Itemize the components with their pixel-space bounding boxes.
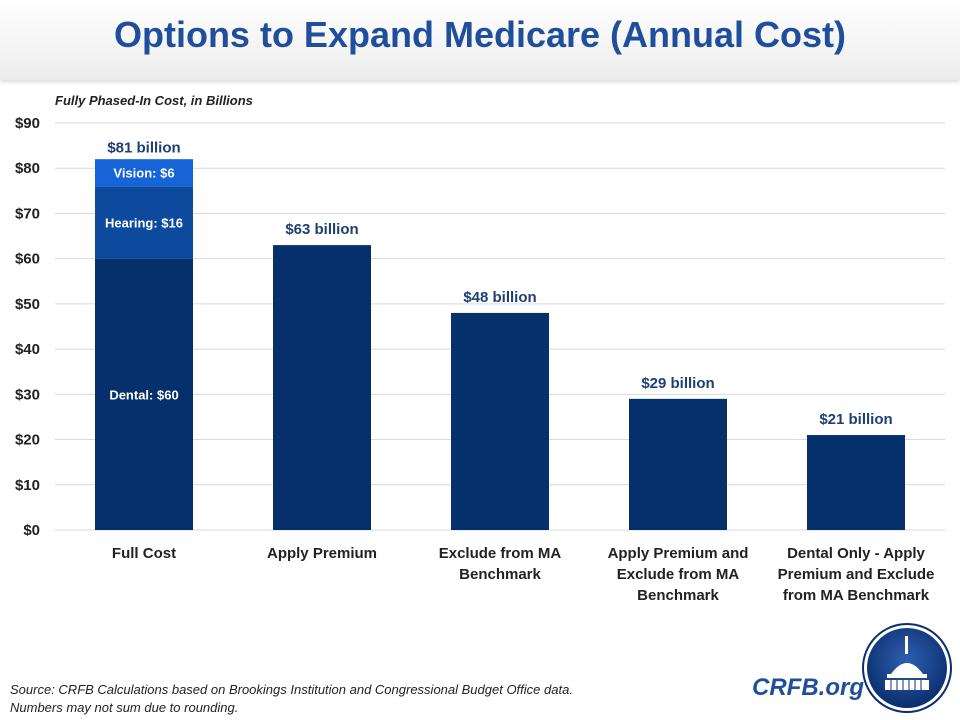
segment-label: Hearing: $16: [105, 215, 183, 230]
chart-subtitle: Fully Phased-In Cost, in Billions: [55, 93, 253, 108]
category-label: Apply Premium and: [608, 545, 749, 562]
data-label: $21 billion: [819, 411, 892, 428]
category-label: Exclude from MA: [617, 566, 740, 583]
category-label: Dental Only - Apply: [787, 545, 925, 562]
category-label: Premium and Exclude: [778, 566, 935, 583]
y-tick-label: $50: [15, 296, 40, 313]
category-label: Full Cost: [112, 545, 176, 562]
y-tick-label: $40: [15, 341, 40, 358]
bar: [629, 398, 727, 530]
chart-title: Options to Expand Medicare (Annual Cost): [113, 14, 847, 55]
category-label: from MA Benchmark: [783, 587, 930, 604]
bar: [273, 245, 371, 530]
y-tick-label: $90: [15, 115, 40, 132]
brand-link[interactable]: CRFB.org: [752, 674, 864, 701]
y-tick-label: $60: [15, 251, 40, 268]
data-label: $81 billion: [107, 140, 180, 157]
data-label: $48 billion: [463, 289, 536, 306]
bar-segment-dental: [95, 258, 193, 530]
y-tick-label: $30: [15, 386, 40, 403]
data-label: $29 billion: [641, 375, 714, 392]
bar: [451, 312, 549, 530]
rounding-note: Numbers may not sum due to rounding.: [10, 700, 239, 715]
bar-segment-vision: [95, 159, 193, 187]
y-tick-label: $80: [15, 160, 40, 177]
category-label: Benchmark: [459, 566, 541, 583]
category-label: Benchmark: [637, 587, 719, 604]
y-tick-label: $70: [15, 205, 40, 222]
crfb-capitol-logo: [862, 623, 952, 713]
y-tick-label: $20: [15, 432, 40, 449]
data-label: $63 billion: [285, 221, 358, 238]
category-label: Apply Premium: [267, 545, 377, 562]
source-text: Source: CRFB Calculations based on Brook…: [10, 682, 573, 697]
bar-chart: $0 $10 $20 $30 $40 $50 $60 $70 $80 $90 Dental: $60…: [15, 115, 945, 604]
header-band: Options to Expand Medicare (Annual Cost): [0, 0, 960, 80]
segment-label: Dental: $60: [109, 387, 178, 402]
source-note: Source: CRFB Calculations based on Brook…: [10, 681, 573, 717]
y-tick-label: $0: [23, 522, 40, 539]
y-tick-label: $10: [15, 477, 40, 494]
segment-label: Vision: $6: [113, 166, 174, 181]
bar-segment-hearing: [95, 186, 193, 259]
bar: [807, 435, 905, 530]
category-label: Exclude from MA: [439, 545, 562, 562]
